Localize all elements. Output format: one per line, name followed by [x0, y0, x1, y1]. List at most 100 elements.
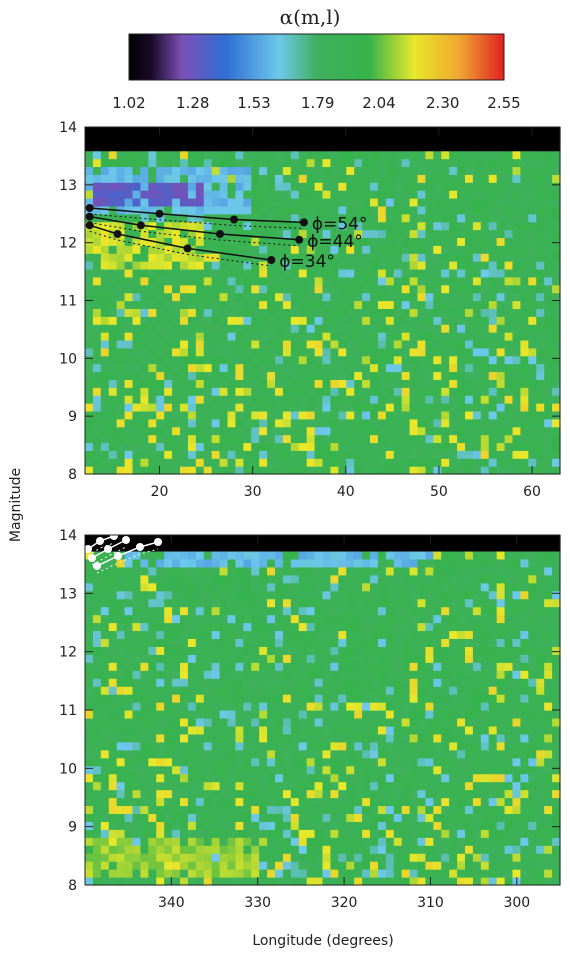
heatmap-cell [417, 292, 427, 302]
heatmap-cell [393, 403, 403, 412]
heatmap-cell [322, 387, 332, 396]
heatmap-cell [457, 261, 466, 270]
heatmap-cell [227, 797, 237, 807]
heatmap-cell [393, 150, 403, 160]
heatmap-cell [259, 861, 268, 870]
heatmap-cell [164, 717, 173, 727]
heatmap-cell [393, 638, 403, 647]
heatmap-cell [140, 276, 149, 286]
heatmap-cell [544, 434, 553, 444]
heatmap-cell [496, 861, 506, 870]
heatmap-cell [322, 590, 332, 600]
heatmap-cell [211, 221, 221, 231]
heatmap-cell [480, 410, 490, 420]
heatmap-cell [282, 190, 292, 199]
heatmap-cell [92, 276, 102, 286]
heatmap-cell [338, 630, 347, 639]
heatmap-cell [401, 174, 411, 183]
heatmap-cell [528, 590, 537, 600]
heatmap-cell [227, 245, 237, 254]
heatmap-cell [362, 466, 371, 475]
heatmap-cell [480, 773, 490, 783]
heatmap-cell [370, 442, 379, 451]
heatmap-cell [132, 733, 142, 743]
heatmap-cell [330, 166, 339, 175]
heatmap-cell [544, 292, 553, 302]
phi-curve-dotted [89, 213, 304, 229]
heatmap-cell [108, 300, 118, 309]
heatmap-cell [172, 174, 181, 183]
heatmap-cell [362, 686, 371, 695]
heatmap-cell [504, 442, 514, 451]
heatmap-cell [544, 395, 553, 404]
heatmap-cell [187, 686, 197, 695]
heatmap-cell [393, 371, 403, 380]
heatmap-cell [100, 821, 110, 830]
heatmap-cell [275, 686, 284, 695]
heatmap-cell [132, 347, 142, 357]
heatmap-cell [512, 797, 522, 807]
heatmap-cell [520, 670, 529, 679]
heatmap-cell [282, 694, 292, 703]
heatmap-cell [536, 450, 545, 459]
heatmap-cell [195, 877, 205, 886]
heatmap-cell [172, 845, 181, 854]
heatmap-cell [267, 630, 276, 639]
heatmap-cell [132, 300, 142, 309]
heatmap-cell [417, 245, 427, 254]
heatmap-cell [544, 182, 553, 191]
heatmap-cell [235, 355, 244, 365]
heatmap-cell [298, 253, 308, 262]
heatmap-cell [314, 733, 324, 743]
heatmap-cell [92, 268, 102, 278]
heatmap-cell [354, 363, 363, 373]
heatmap-cell [433, 725, 442, 735]
heatmap-cell [124, 308, 134, 317]
heatmap-cell [528, 638, 537, 647]
heatmap-cell [504, 877, 514, 886]
heatmap-cell [362, 829, 371, 838]
heatmap-cell [172, 797, 181, 807]
heatmap-cell [544, 781, 553, 791]
heatmap-cell [259, 450, 268, 459]
heatmap-cell [290, 190, 300, 199]
heatmap-cell [370, 450, 379, 459]
heatmap-cell [465, 324, 474, 333]
heatmap-cell [465, 458, 474, 467]
heatmap-cell [227, 324, 237, 333]
heatmap-cell [488, 466, 498, 475]
heatmap-cell [243, 221, 252, 231]
heatmap-cell [441, 630, 450, 639]
heatmap-cell [370, 622, 379, 632]
heatmap-cell [219, 813, 229, 822]
heatmap-cell [488, 654, 498, 663]
heatmap-cell [124, 749, 134, 759]
heatmap-cell [124, 458, 134, 467]
heatmap-cell [282, 749, 292, 759]
heatmap-cell [195, 789, 205, 799]
heatmap-cell [290, 813, 300, 822]
heatmap-cell [425, 355, 434, 365]
heatmap-cell [227, 821, 237, 830]
heatmap-cell [520, 174, 529, 183]
heatmap-cell [465, 781, 474, 791]
heatmap-cell [140, 757, 149, 767]
heatmap-cell [488, 622, 498, 632]
heatmap-cell [259, 127, 268, 136]
heatmap-cell [187, 805, 197, 814]
heatmap-cell [528, 622, 537, 632]
heatmap-cell [504, 387, 514, 396]
heatmap-cell [100, 395, 110, 404]
heatmap-cell [203, 662, 213, 671]
heatmap-cell [330, 654, 339, 663]
heatmap-cell [100, 426, 110, 436]
heatmap-cell [227, 805, 237, 814]
heatmap-cell [433, 678, 442, 687]
heatmap-cell [282, 877, 292, 886]
top-annotations: ϕ=54°ϕ=44°ϕ=34° [85, 204, 367, 272]
heatmap-cell [346, 134, 355, 144]
heatmap-cell [480, 442, 490, 451]
heatmap-cell [544, 253, 553, 262]
heatmap-cell [393, 237, 403, 246]
heatmap-cell [354, 395, 363, 404]
